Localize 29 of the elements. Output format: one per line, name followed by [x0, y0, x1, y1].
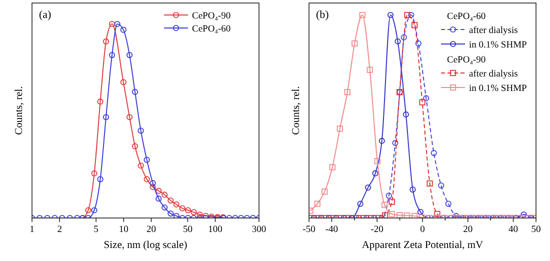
x-tick-label: 0	[420, 225, 426, 235]
annotation: CePO₄-60	[447, 12, 486, 22]
x-tick-label: 100	[208, 225, 223, 235]
annotation: (b)	[316, 9, 330, 21]
x-tick-label: 20	[146, 225, 156, 235]
legend-label: in 0.1% SHMP	[469, 84, 527, 94]
x-tick-label: 300	[252, 225, 266, 235]
x-tick-label: 40	[508, 225, 518, 235]
y-axis-title: Counts, rel.	[14, 86, 25, 135]
legend-label: in 0.1% SHMP	[469, 40, 527, 50]
x-tick-label: -40	[325, 225, 338, 235]
text: (a)	[39, 9, 52, 21]
x-tick-label: 10	[118, 225, 129, 235]
annotation: CePO₄-90	[447, 56, 486, 66]
x-tick-label: 1	[30, 225, 35, 235]
x-tick-label: 50	[531, 225, 541, 235]
x-axis-title: Size, nm (log scale)	[104, 240, 188, 251]
legend-label: CePO₄-90	[192, 12, 231, 22]
x-tick-label: 50	[182, 225, 193, 235]
x-tick-label: 2	[57, 225, 62, 235]
legend-label: after dialysis	[469, 70, 518, 80]
x-axis-title: Apparent Zeta Potential, mV	[362, 240, 484, 251]
legend-label: CePO₄-60	[192, 24, 231, 34]
x-tick-label: -20	[370, 225, 384, 235]
x-tick-label: 20	[463, 225, 473, 235]
y-axis-title: Counts, rel.	[291, 86, 302, 135]
legend-label: after dialysis	[469, 26, 518, 36]
x-tick-label: -50	[302, 225, 316, 235]
x-tick-label: 5	[94, 225, 99, 235]
